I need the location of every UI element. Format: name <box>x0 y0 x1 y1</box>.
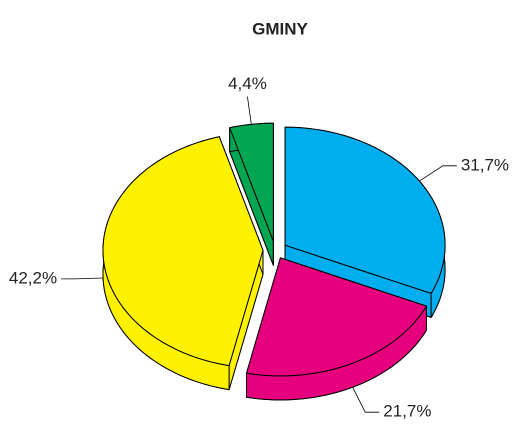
leader-line <box>247 96 252 125</box>
slice <box>102 136 264 367</box>
data-label: 4,4% <box>228 74 267 93</box>
leader-line <box>419 165 457 182</box>
chart-title: GMINY <box>252 19 308 38</box>
data-label: 21,7% <box>383 402 431 421</box>
data-label: 42,2% <box>9 268 57 287</box>
slice-tops <box>102 122 446 377</box>
slice <box>245 257 427 377</box>
data-label: 31,7% <box>461 155 509 174</box>
slice <box>284 126 446 294</box>
leader-line <box>61 277 104 280</box>
leader-line <box>352 387 380 413</box>
